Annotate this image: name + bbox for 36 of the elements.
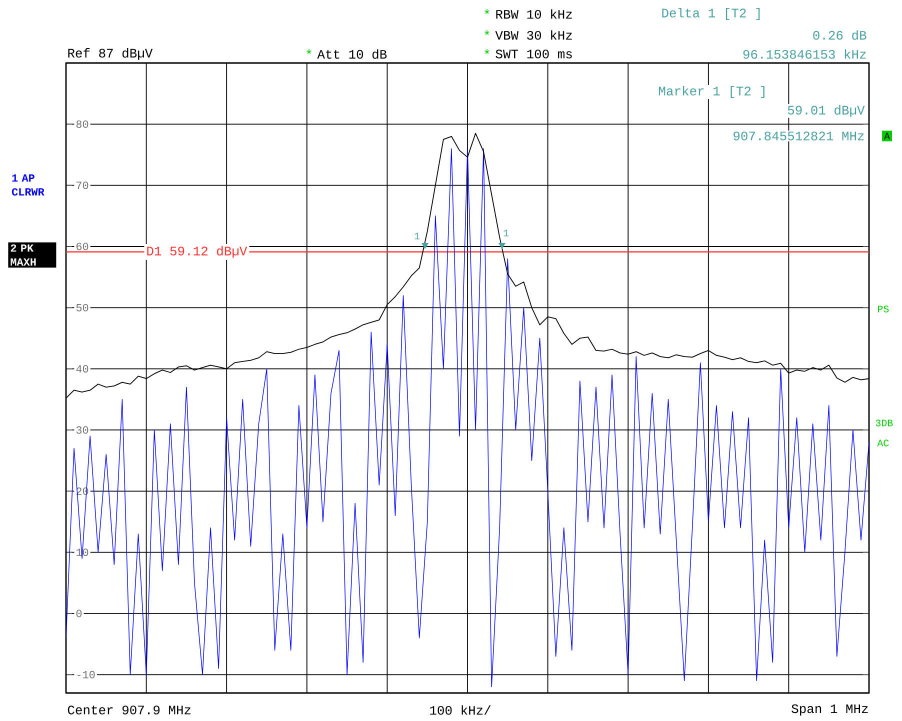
annotation: Marker 1 [T2 ] bbox=[659, 86, 764, 98]
y-tick-label: 40 bbox=[76, 365, 88, 373]
text: Span 1 MHz bbox=[792, 704, 868, 716]
ref-line-label: D1 59.12 dBµV bbox=[147, 246, 248, 258]
text: 96.153846153 kHz bbox=[743, 49, 866, 59]
text: * bbox=[306, 49, 312, 54]
text: Ref 87 dBµV bbox=[68, 48, 153, 60]
line-series bbox=[66, 148, 870, 688]
text: SWT 100 ms bbox=[496, 50, 572, 58]
text: * bbox=[484, 30, 490, 35]
text: RBW 10 kHz bbox=[496, 9, 572, 19]
text: PS bbox=[878, 306, 889, 312]
text: AC bbox=[877, 440, 889, 446]
y-tick-label: 70 bbox=[76, 182, 88, 190]
text: Att 10 dB bbox=[317, 49, 387, 59]
y-tick-label: 0 bbox=[76, 610, 82, 618]
text: 2 PK MAXH bbox=[10, 244, 36, 266]
text: Center 907.9 MHz bbox=[68, 706, 191, 714]
y-tick-label: -10 bbox=[77, 670, 95, 678]
y-tick-label: 80 bbox=[76, 120, 88, 128]
annotation: 59.01 dBµV bbox=[788, 105, 865, 117]
text: VBW 30 kHz bbox=[495, 30, 572, 40]
text: A bbox=[884, 132, 890, 140]
annotation: 1 bbox=[504, 230, 509, 236]
text: 3DB bbox=[876, 420, 893, 426]
y-tick-label: 30 bbox=[76, 426, 88, 434]
text: 1 AP CLRWR bbox=[12, 174, 44, 196]
text: * bbox=[484, 49, 490, 54]
annotation: 1 bbox=[414, 232, 420, 240]
text: * bbox=[484, 9, 490, 14]
text: Delta 1 [T2 ] bbox=[662, 8, 760, 20]
annotation: 907.845512821 MHz bbox=[734, 132, 864, 140]
y-tick-label: 50 bbox=[76, 304, 88, 312]
y-tick-label: 60 bbox=[76, 242, 88, 250]
text: 0.26 dB bbox=[813, 30, 866, 40]
text: 100 kHz/ bbox=[430, 705, 491, 715]
